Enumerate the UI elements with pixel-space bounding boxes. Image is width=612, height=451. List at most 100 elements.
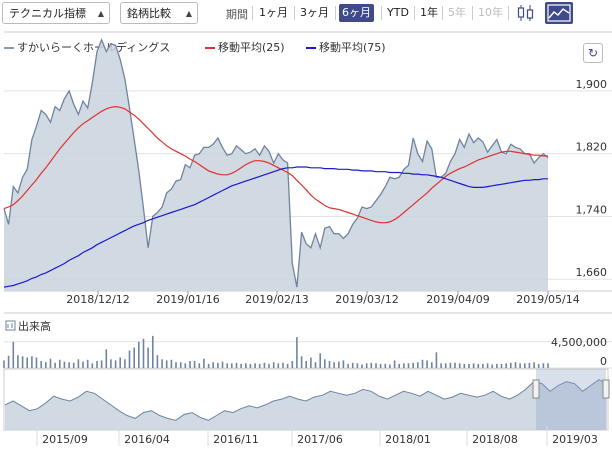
volume-bar — [245, 363, 247, 368]
volume-bar — [198, 363, 201, 368]
volume-bar — [547, 363, 549, 368]
y-tick-label: 1,740 — [576, 203, 608, 216]
volume-bar — [351, 362, 354, 369]
period-1m-button[interactable]: 1ヶ月 — [259, 6, 288, 19]
volume-bar — [193, 361, 196, 368]
volume-bar — [496, 363, 498, 368]
period-10y-button[interactable]: 10年 — [478, 6, 503, 19]
volume-bar — [258, 363, 261, 368]
volume-bar — [482, 363, 484, 368]
price-y-axis: 1,660 1,740 1,820 1,900 — [576, 78, 608, 279]
volume-bar — [375, 363, 377, 368]
volume-bar — [138, 341, 140, 369]
area-chart-button[interactable] — [545, 2, 573, 24]
volume-bar — [314, 362, 317, 368]
volume-bar — [365, 363, 368, 368]
volume-bar — [389, 364, 391, 368]
period-3m-button[interactable]: 3ヶ月 — [300, 6, 329, 19]
period-ytd-button[interactable]: YTD — [387, 6, 409, 19]
legend-swatch — [205, 47, 215, 49]
volume-bar — [96, 361, 98, 368]
divider — [472, 6, 473, 20]
volume-bar — [356, 363, 359, 368]
volume-bar — [124, 359, 126, 369]
compare-stock-label: 銘柄比較 — [127, 7, 171, 20]
period-1y-button[interactable]: 1年 — [420, 6, 438, 19]
volume-bar — [68, 362, 70, 368]
ma75-line — [3, 166, 548, 288]
volume-bars — [3, 335, 549, 369]
volume-bar — [296, 337, 298, 368]
y-tick-label: 1,820 — [576, 141, 608, 154]
period-6m-button[interactable]: 6ヶ月 — [339, 4, 374, 22]
volume-bar — [12, 341, 15, 369]
volume-bar — [110, 359, 112, 369]
volume-bar — [128, 350, 131, 368]
y-tick-label: 1,660 — [576, 266, 608, 279]
volume-y-axis: 4,500,000 0 — [551, 336, 607, 368]
volume-bar — [3, 360, 5, 368]
volume-bar — [72, 362, 75, 369]
navigator-panel[interactable]: 2015/09 2016/04 2016/11 2017/06 2018/01 2018/… — [3, 368, 610, 446]
volume-bar — [217, 362, 219, 369]
chart-toolbar: テクニカル指標 ▲ 銘柄比較 ▲ 期間 1ヶ月 3ヶ月 6ヶ月 YTD 1年 5… — [0, 0, 612, 28]
volume-bar — [21, 356, 24, 368]
volume-bar — [347, 363, 349, 368]
volume-bar — [370, 362, 373, 369]
volume-bar — [435, 352, 438, 369]
volume-bar — [477, 363, 480, 368]
period-label: 期間 — [226, 8, 248, 21]
volume-bar — [519, 363, 521, 368]
navigator-x-tick-label: 2019/03 — [552, 433, 598, 446]
volume-bar — [17, 355, 19, 368]
volume-bar — [417, 362, 419, 368]
y-tick-label: 1,900 — [576, 78, 608, 91]
volume-bar — [165, 360, 168, 368]
volume-bar — [384, 363, 387, 368]
volume-bar — [342, 360, 345, 368]
price-x-axis: 2018/12/12 2019/01/16 2019/02/13 2019/03/12… — [66, 291, 580, 306]
volume-bar — [486, 363, 489, 368]
technical-indicator-select[interactable]: テクニカル指標 ▲ — [2, 2, 110, 24]
volume-bar — [221, 361, 224, 368]
volume-bar — [114, 360, 117, 368]
volume-bar — [505, 363, 507, 368]
navigator-left-handle[interactable] — [532, 379, 540, 399]
volume-bar — [407, 363, 410, 368]
volume-bar — [449, 362, 452, 369]
navigator-right-handle[interactable] — [602, 379, 610, 399]
navigator-area — [5, 379, 607, 430]
reset-zoom-button[interactable]: ↻ — [583, 43, 603, 63]
volume-bar — [226, 363, 228, 368]
volume-bar — [59, 359, 61, 368]
navigator-x-tick-label: 2015/09 — [42, 433, 88, 446]
period-5y-button[interactable]: 5年 — [448, 6, 466, 19]
volume-bar — [458, 363, 461, 368]
price-area — [4, 39, 548, 291]
candlestick-chart-button[interactable] — [514, 2, 538, 24]
volume-bar — [142, 338, 145, 368]
volume-bar — [379, 363, 382, 368]
x-tick-label: 2018/12/12 — [66, 293, 129, 306]
volume-bar — [235, 362, 238, 369]
volume-bar — [272, 362, 275, 368]
navigator-selection[interactable] — [536, 369, 606, 430]
volume-bar — [328, 361, 331, 368]
legend-price-label: すかいらーくホールディングス — [17, 41, 171, 54]
select-arrows-icon: ▲ — [185, 9, 192, 18]
x-tick-label: 2019/02/13 — [245, 293, 308, 306]
compare-stock-select[interactable]: 銘柄比較 ▲ — [120, 2, 198, 24]
volume-bar — [514, 362, 517, 368]
volume-bar — [161, 359, 163, 369]
volume-bar — [468, 363, 470, 368]
candlestick-icon — [517, 5, 534, 21]
volume-bar — [338, 361, 340, 368]
volume-bar — [282, 362, 284, 369]
x-tick-label: 2019/05/14 — [516, 293, 579, 306]
volume-bar — [54, 362, 56, 369]
technical-indicator-label: テクニカル指標 — [9, 7, 86, 20]
volume-bar — [240, 363, 242, 368]
volume-y-tick-label: 4,500,000 — [551, 336, 607, 349]
divider — [335, 6, 336, 20]
